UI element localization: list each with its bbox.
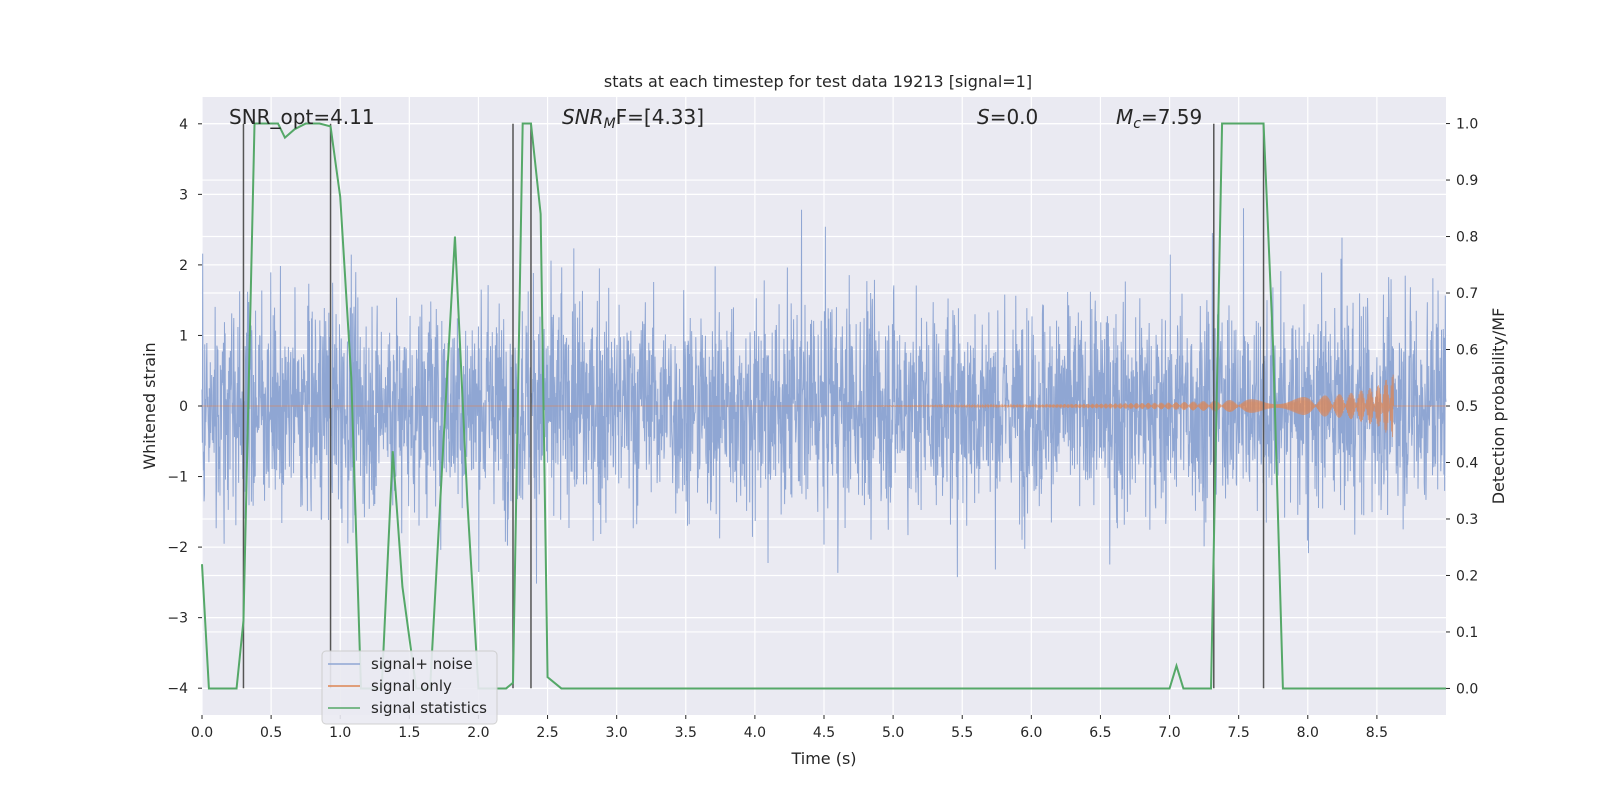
y-right-tick-label: 0.1 xyxy=(1456,625,1478,641)
right-axis-ticks: 1.0 0.9 0.8 0.7 0.6 0.5 0.4 0.3 0.2 0.1 0.0 xyxy=(1446,117,1478,697)
y-left-tick-label: −3 xyxy=(167,611,188,627)
x-tick-label: 6.0 xyxy=(1020,725,1042,741)
x-tick-label: 1.5 xyxy=(398,725,420,741)
right-axis-label: Detection probability/MF xyxy=(1489,308,1508,505)
y-right-tick-label: 0.6 xyxy=(1456,343,1478,359)
y-left-tick-label: 2 xyxy=(179,258,188,274)
x-tick-label: 0.0 xyxy=(191,725,213,741)
mc-annotation: Mc=7.59 xyxy=(1116,105,1202,132)
mc-var: M xyxy=(1116,105,1133,129)
x-tick-label: 2.0 xyxy=(467,725,489,741)
x-tick-label: 2.5 xyxy=(536,725,558,741)
signal-only-line xyxy=(202,374,1446,438)
signal-statistics-series xyxy=(201,122,1446,690)
y-right-tick-label: 0.4 xyxy=(1456,455,1478,471)
snr-mf-annotation: SNRMF=[4.33] xyxy=(562,105,704,132)
legend-label-signal-statistics: signal statistics xyxy=(371,699,487,717)
left-axis-ticks: 4 3 2 1 0 −1 −2 −3 −4 xyxy=(167,117,202,697)
y-left-tick-label: −4 xyxy=(167,681,188,697)
s-rest: =0.0 xyxy=(990,105,1039,129)
x-tick-label: 5.0 xyxy=(882,725,904,741)
y-right-tick-label: 0.5 xyxy=(1456,399,1478,415)
y-right-tick-label: 0.2 xyxy=(1456,568,1478,584)
legend-label-signal-noise: signal+ noise xyxy=(371,655,473,673)
y-left-tick-label: 1 xyxy=(179,328,188,344)
x-tick-label: 8.5 xyxy=(1366,725,1388,741)
x-tick-label: 4.0 xyxy=(744,725,766,741)
x-tick-label: 0.5 xyxy=(260,725,282,741)
signal-statistics-line xyxy=(201,122,1446,690)
snr-mf-base: SNR xyxy=(562,105,604,129)
signal-only-series xyxy=(202,374,1446,438)
y-right-tick-label: 0.3 xyxy=(1456,512,1478,528)
legend: signal+ noise signal only signal statist… xyxy=(321,650,498,725)
y-left-tick-label: 4 xyxy=(179,117,188,133)
left-axis-label: Whitened strain xyxy=(140,342,159,469)
y-right-tick-label: 0.7 xyxy=(1456,286,1478,302)
signal-noise-line xyxy=(201,208,1447,584)
x-axis-label: Time (s) xyxy=(790,749,856,768)
signal-noise-series xyxy=(201,208,1447,584)
x-tick-label: 6.5 xyxy=(1089,725,1111,741)
legend-box xyxy=(321,650,498,725)
x-tick-label: 7.0 xyxy=(1158,725,1180,741)
y-right-tick-label: 1.0 xyxy=(1456,117,1478,133)
snr-mf-rest: F=[4.33] xyxy=(616,105,704,129)
s-annotation: S=0.0 xyxy=(977,105,1038,129)
x-tick-label: 5.5 xyxy=(951,725,973,741)
y-right-tick-label: 0.8 xyxy=(1456,230,1478,246)
legend-label-signal-only: signal only xyxy=(371,677,452,695)
y-left-tick-label: 3 xyxy=(179,187,188,203)
s-var: S xyxy=(977,105,990,129)
y-right-tick-label: 0.9 xyxy=(1456,173,1478,189)
y-right-tick-label: 0.0 xyxy=(1456,681,1478,697)
mc-rest: =7.59 xyxy=(1141,105,1202,129)
y-left-tick-label: 0 xyxy=(179,399,188,415)
snr-opt-annotation: SNR_opt=4.11 xyxy=(229,105,375,129)
x-tick-label: 4.5 xyxy=(813,725,835,741)
x-tick-label: 3.0 xyxy=(606,725,628,741)
x-tick-label: 7.5 xyxy=(1228,725,1250,741)
y-left-tick-label: −1 xyxy=(167,470,188,486)
x-tick-label: 8.0 xyxy=(1297,725,1319,741)
snr-mf-sub: M xyxy=(604,116,616,132)
chart-title: stats at each timestep for test data 192… xyxy=(604,72,1032,91)
x-axis-ticks: 0.0 0.5 1.0 1.5 2.0 2.5 3.0 3.5 4.0 4.5 5.0 5.5 6.0 6… xyxy=(191,715,1388,741)
y-left-tick-label: −2 xyxy=(167,540,188,556)
x-tick-label: 1.0 xyxy=(329,725,351,741)
x-tick-label: 3.5 xyxy=(675,725,697,741)
mc-sub: c xyxy=(1133,116,1141,132)
